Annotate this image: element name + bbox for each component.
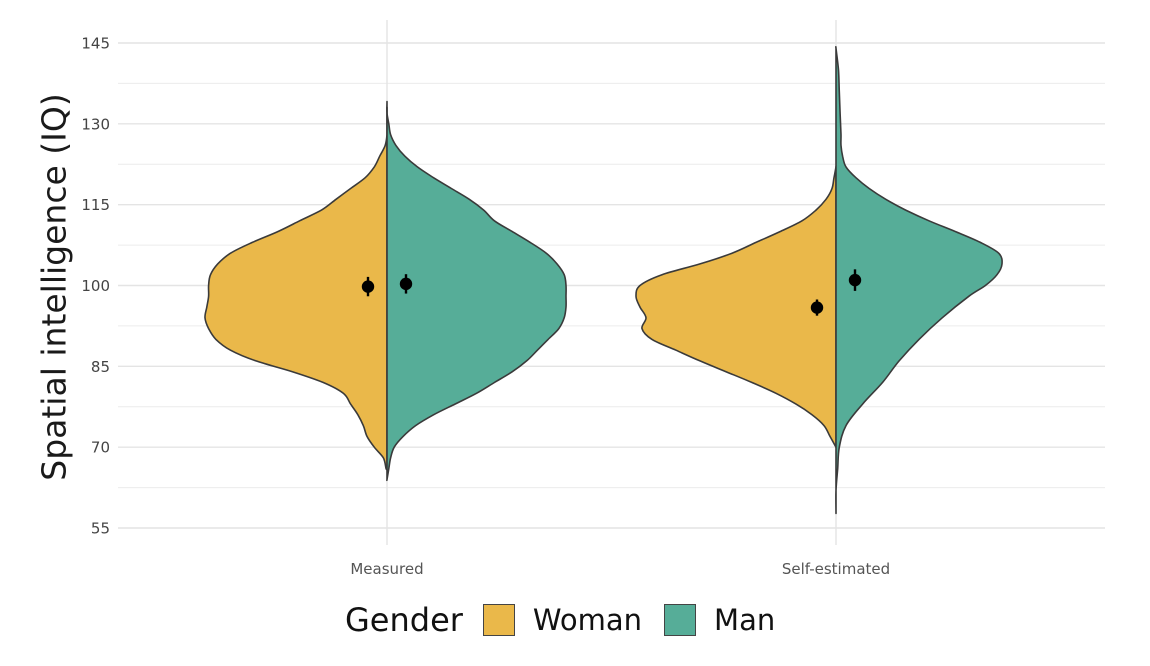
x-tick-label: Self-estimated — [782, 560, 890, 578]
x-tick-label: Measured — [350, 560, 423, 578]
y-axis-label: Spatial intelligence (IQ) — [34, 93, 74, 481]
legend-swatch-woman — [482, 604, 515, 636]
legend-item-woman: Woman — [482, 603, 643, 637]
y-tick-labels: 55 70 85 100 115 130 145 — [81, 35, 110, 538]
y-tick-label: 115 — [81, 196, 110, 214]
violin-half-woman-self-estimated — [635, 165, 838, 449]
y-tick-label: 130 — [81, 115, 110, 133]
violin-half-woman-measured — [204, 106, 388, 471]
legend-title: Gender — [345, 601, 463, 639]
violin-shapes — [204, 46, 1003, 515]
mean-point-woman — [361, 280, 375, 293]
legend-item-man: Man — [664, 603, 775, 637]
x-tick-labels: Measured Self-estimated — [350, 560, 890, 578]
legend-label-woman: Woman — [532, 603, 643, 637]
y-tick-label: 55 — [91, 520, 110, 538]
violin-half-man-self-estimated — [835, 46, 1003, 515]
mean-point-man — [848, 273, 862, 287]
legend-label-man: Man — [714, 603, 776, 637]
y-tick-label: 85 — [91, 358, 110, 376]
mean-point-woman — [810, 301, 824, 314]
legend-swatch-man — [664, 604, 697, 636]
y-tick-label: 70 — [91, 439, 110, 457]
y-tick-label: 145 — [81, 35, 110, 53]
violin-half-man-measured — [386, 100, 567, 482]
y-tick-label: 100 — [81, 277, 110, 295]
mean-markers — [361, 269, 862, 316]
mean-point-man — [399, 277, 413, 291]
legend: Gender Woman Man — [345, 596, 797, 644]
